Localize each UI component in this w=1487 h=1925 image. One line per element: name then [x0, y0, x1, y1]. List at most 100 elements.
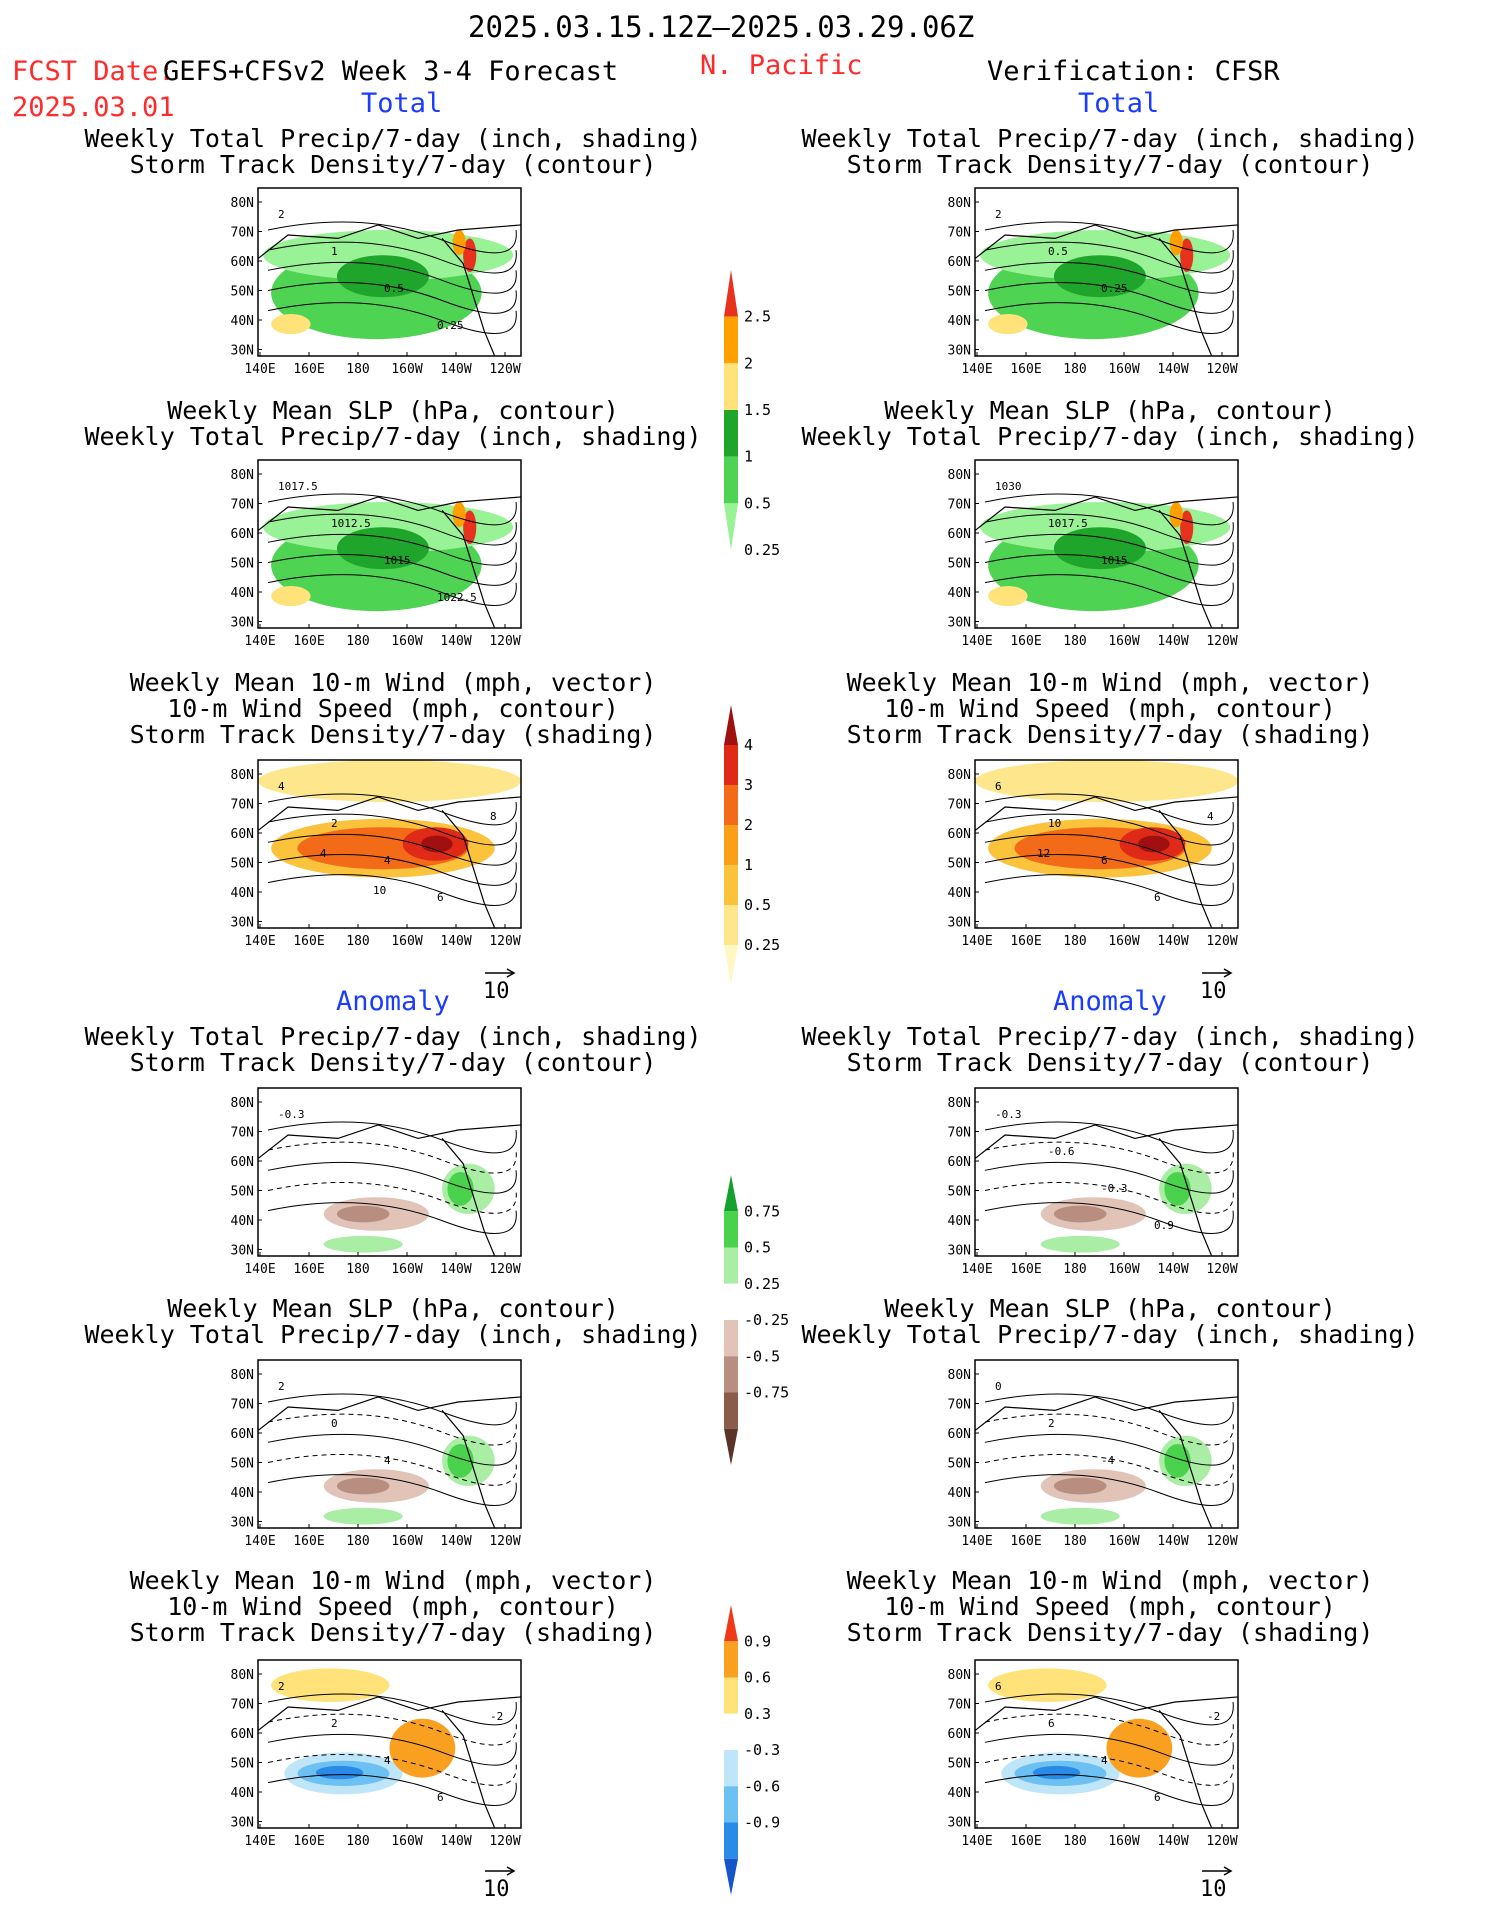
- lat-tick-label: 70N: [948, 1398, 971, 1413]
- colorbar-label: 2.5: [744, 308, 771, 326]
- lon-tick-label: 140W: [440, 362, 471, 377]
- lat-tick-label: 60N: [231, 1727, 254, 1742]
- contour-line: [267, 302, 517, 334]
- lat-tick-label: 60N: [231, 255, 254, 270]
- contour-line: [984, 833, 1234, 866]
- map-frame: [974, 187, 1239, 357]
- lat-tick-label: 50N: [231, 1185, 254, 1200]
- shading-blob: [1053, 1205, 1107, 1223]
- contour-label: 1017.5: [1048, 517, 1088, 530]
- coastline: [257, 796, 522, 832]
- colorbar-segment: [724, 1247, 738, 1284]
- lon-tick-label: 160W: [1108, 1834, 1139, 1849]
- contour-label: -2: [1207, 1710, 1220, 1723]
- vector-ref-ob-total: 10: [1200, 960, 1234, 1004]
- lon-tick-label: 160E: [293, 1262, 324, 1277]
- colorbar-cap: [724, 503, 738, 550]
- shading-blob: [1164, 1172, 1191, 1206]
- contour-label: 1: [331, 245, 338, 258]
- colorbar-label: 0.5: [744, 1239, 771, 1257]
- lat-tick-label: 40N: [948, 1486, 971, 1501]
- colorbar-segment: [724, 1677, 738, 1714]
- contour-line: [267, 513, 517, 546]
- lon-tick-label: 180: [346, 934, 369, 949]
- colorbar-label: 1.5: [744, 401, 771, 419]
- contour-label: 0.5: [1048, 245, 1068, 258]
- lat-tick-label: 30N: [231, 1516, 254, 1531]
- lat-tick-label: 60N: [948, 1427, 971, 1442]
- lat-tick-label: 60N: [948, 527, 971, 542]
- colorbar-segment: [724, 785, 738, 825]
- shading-blob: [447, 1444, 474, 1478]
- lat-tick-label: 60N: [948, 1155, 971, 1170]
- contour-label: 2: [278, 1380, 285, 1393]
- lat-tick-label: 70N: [948, 226, 971, 241]
- title-ob-anom-precip: Weekly Total Precip/7-day (inch, shading…: [801, 1022, 1419, 1077]
- colorbar-cap: [724, 1858, 738, 1895]
- shading-blob: [452, 502, 466, 528]
- map-ob-anom-precip: 80N 70N 60N 50N 40N 30N 140E 160E 180 160W 140W 120…: [948, 1087, 1239, 1277]
- contour-line: [984, 282, 1234, 314]
- colorbar-segment: [724, 410, 738, 457]
- lon-tick-label: 120W: [1206, 634, 1237, 649]
- lon-tick-label: 140E: [244, 1534, 275, 1549]
- lat-tick-label: 80N: [948, 768, 971, 783]
- shading-blob: [336, 255, 429, 298]
- contour-line: [267, 1774, 517, 1806]
- lon-tick-label: 140E: [244, 934, 275, 949]
- title-ob-total-slp: Weekly Mean SLP (hPa, contour) Weekly Tot…: [801, 396, 1419, 451]
- section-anomaly-right: Anomaly: [1053, 986, 1167, 1017]
- contour-label: 1015: [1101, 554, 1128, 567]
- contour-label: 4: [1101, 1754, 1108, 1767]
- shading-blob: [1053, 1477, 1107, 1495]
- contour-label: 1030: [995, 480, 1022, 493]
- lat-tick-label: 50N: [948, 1757, 971, 1772]
- lat-tick-label: 70N: [231, 226, 254, 241]
- lon-tick-label: 140W: [1157, 634, 1188, 649]
- contour-label: 6: [437, 1791, 444, 1804]
- shading-blob: [336, 527, 429, 570]
- contour-line: [267, 1202, 517, 1234]
- title-ob-total-precip: Weekly Total Precip/7-day (inch, shading…: [801, 124, 1419, 179]
- lon-tick-label: 120W: [489, 634, 520, 649]
- coastline: [441, 238, 496, 357]
- colorbar-segment: [724, 1750, 738, 1787]
- lat-tick-label: 80N: [231, 1096, 254, 1111]
- coastline: [257, 1696, 522, 1732]
- lon-tick-label: 140W: [440, 1834, 471, 1849]
- lon-tick-label: 160E: [1010, 1834, 1041, 1849]
- shading-blob: [452, 230, 466, 256]
- contour-line: [984, 221, 1234, 254]
- contour-line: [267, 1141, 517, 1174]
- colorbar-segment: [724, 905, 738, 945]
- contour-line: [267, 282, 517, 314]
- contour-label: 1012.5: [331, 517, 371, 530]
- contour-label: 0.25: [1101, 282, 1128, 295]
- colorbar-segment: [724, 825, 738, 865]
- lon-tick-label: 160W: [391, 362, 422, 377]
- section-total-left: Total: [361, 88, 443, 119]
- lon-tick-label: 160E: [293, 362, 324, 377]
- lat-tick-label: 60N: [231, 827, 254, 842]
- contour-label: 1017.5: [278, 480, 318, 493]
- contour-line: [267, 1413, 517, 1446]
- lat-tick-label: 40N: [231, 1486, 254, 1501]
- contour-line: [984, 1693, 1234, 1726]
- contour-line: [267, 854, 517, 886]
- colorbar-label: 1: [744, 448, 753, 466]
- colorbar-segment: [724, 1786, 738, 1823]
- lat-tick-label: 40N: [231, 586, 254, 601]
- shading-blob: [1169, 230, 1183, 256]
- map-frame: [974, 1659, 1239, 1829]
- shading-blob: [463, 238, 477, 272]
- contour-line: [984, 813, 1234, 846]
- lat-tick-label: 30N: [948, 1816, 971, 1831]
- shading-blob: [1180, 510, 1194, 544]
- colorbar-label: -0.25: [744, 1311, 789, 1329]
- lon-tick-label: 180: [346, 1534, 369, 1549]
- lat-tick-label: 80N: [948, 1668, 971, 1683]
- contour-line: [984, 1433, 1234, 1466]
- colorbar-precip_total: 2.5 2 1.5 1 0.5 0.25: [724, 270, 780, 559]
- vector-ref-arrow-icon: [1202, 968, 1233, 978]
